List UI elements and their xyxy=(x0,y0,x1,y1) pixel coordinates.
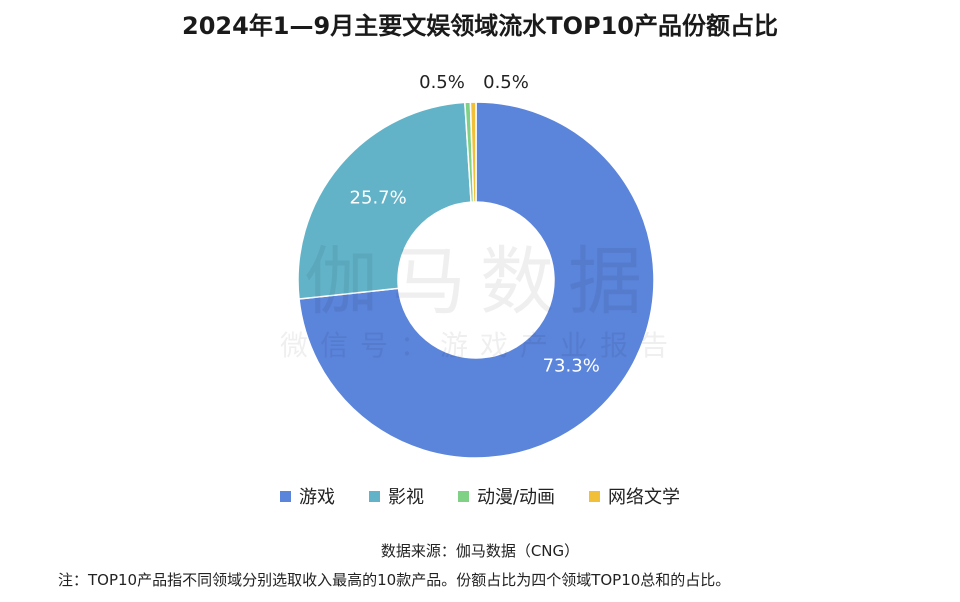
data-label-2: 0.5% xyxy=(419,72,465,93)
donut-data-labels: 73.3% 25.7% 0.5% 0.5% xyxy=(350,72,600,377)
slice-0 xyxy=(298,101,655,459)
legend-swatch-1 xyxy=(368,490,380,502)
data-label-3: 0.5% xyxy=(483,72,529,93)
data-label-1: 25.7% xyxy=(350,187,407,208)
legend-label-2: 动漫/动画 xyxy=(476,487,556,508)
legend-item-0: 游戏 xyxy=(279,483,335,509)
legend-item-2: 动漫/动画 xyxy=(457,483,556,509)
legend-label-3: 网络文学 xyxy=(608,487,681,508)
donut-slices xyxy=(297,101,655,459)
slice-1 xyxy=(297,101,472,300)
data-label-0: 73.3% xyxy=(543,356,600,377)
slice-3 xyxy=(469,101,477,203)
legend-item-1: 影视 xyxy=(368,483,424,509)
chart-title: 2024年1—9月主要文娱领域流水TOP10产品份额占比 xyxy=(182,12,778,40)
legend-label-1: 影视 xyxy=(387,487,424,508)
legend-swatch-0 xyxy=(279,490,291,502)
legend-label-0: 游戏 xyxy=(298,487,335,508)
data-source: 数据来源：伽马数据（CNG） xyxy=(380,542,580,560)
chart-legend: 游戏 影视 动漫/动画 网络文学 xyxy=(0,483,960,509)
legend-swatch-3 xyxy=(589,490,601,502)
legend-swatch-2 xyxy=(457,490,469,502)
legend-item-3: 网络文学 xyxy=(589,483,680,509)
footnote: 注：TOP10产品指不同领域分别选取收入最高的10款产品。份额占比为四个领域TO… xyxy=(58,571,731,589)
